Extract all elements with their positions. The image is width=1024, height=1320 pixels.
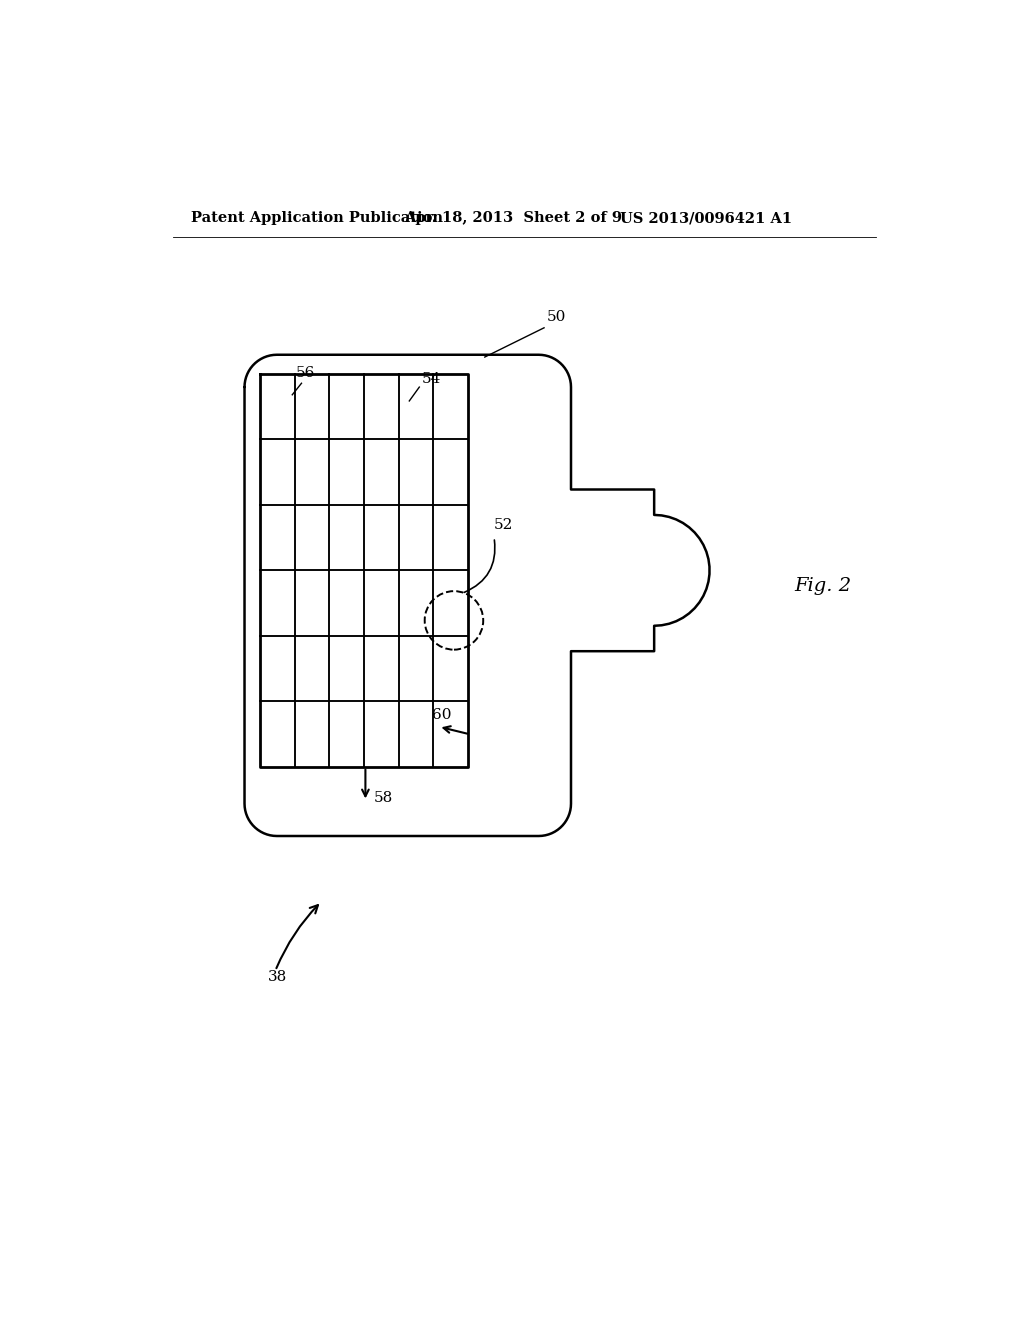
Text: Fig. 2: Fig. 2 bbox=[795, 577, 851, 595]
Text: US 2013/0096421 A1: US 2013/0096421 A1 bbox=[620, 211, 792, 226]
Text: 38: 38 bbox=[267, 970, 287, 983]
Text: Apr. 18, 2013  Sheet 2 of 9: Apr. 18, 2013 Sheet 2 of 9 bbox=[403, 211, 622, 226]
Text: 56: 56 bbox=[296, 366, 315, 380]
Text: 54: 54 bbox=[422, 371, 441, 385]
Text: 50: 50 bbox=[547, 310, 565, 323]
Text: 52: 52 bbox=[494, 517, 513, 532]
Text: Patent Application Publication: Patent Application Publication bbox=[190, 211, 442, 226]
Text: 60: 60 bbox=[432, 708, 452, 722]
Text: 58: 58 bbox=[374, 791, 393, 805]
